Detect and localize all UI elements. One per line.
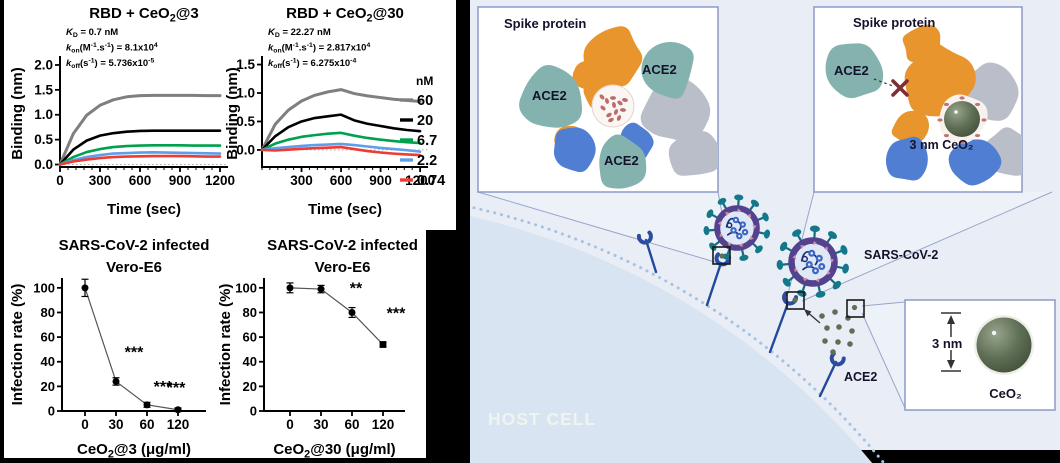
svg-text:120: 120 (372, 417, 395, 432)
spike-protein-label-right: Spike protein (853, 15, 936, 30)
svg-text:80: 80 (243, 305, 257, 320)
mechanism-diagram-art (470, 0, 1060, 463)
ace2-label-3: ACE2 (604, 153, 639, 168)
svg-text:Binding (nm): Binding (nm) (9, 67, 26, 159)
svg-text:nM: nM (416, 74, 433, 88)
svg-text:0: 0 (81, 417, 89, 432)
svg-text:1.5: 1.5 (236, 57, 255, 72)
svg-text:**: ** (350, 280, 363, 297)
svg-text:20: 20 (243, 379, 257, 394)
svg-text:1.5: 1.5 (34, 82, 53, 97)
svg-text:Time (sec): Time (sec) (107, 201, 181, 218)
svg-text:60: 60 (243, 330, 257, 345)
svg-text:300: 300 (89, 173, 112, 188)
svg-text:Binding (nm): Binding (nm) (224, 67, 241, 159)
svg-text:koff(s-1) = 5.736x10-5: koff(s-1) = 5.736x10-5 (66, 57, 154, 70)
svg-text:60: 60 (344, 417, 359, 432)
svg-text:SARS-CoV-2 infected: SARS-CoV-2 infected (59, 237, 210, 254)
svg-text:300: 300 (290, 173, 313, 188)
svg-text:***: *** (387, 306, 406, 323)
svg-text:20: 20 (41, 379, 55, 394)
svg-text:1200: 1200 (205, 173, 235, 188)
ace2-label-blocked: ACE2 (834, 63, 869, 78)
svg-text:CeO2@30 (μg/ml): CeO2@30 (μg/ml) (273, 441, 395, 460)
svg-text:SARS-CoV-2 infected: SARS-CoV-2 infected (267, 237, 418, 254)
chart-rbd-ceo2at30: 0.0 0.5 1.0 1.5 300 600 900 1200 RBD + CeO2@30 KD… (224, 5, 445, 218)
svg-text:0.74: 0.74 (417, 173, 445, 189)
svg-text:120: 120 (167, 417, 190, 432)
svg-text:600: 600 (330, 173, 353, 188)
svg-text:0.0: 0.0 (34, 157, 53, 172)
svg-text:0: 0 (286, 417, 294, 432)
ace2-receptor-label: ACE2 (844, 370, 878, 384)
ceo2-3nm-label: 3 nm CeO₂ (909, 138, 974, 152)
svg-text:600: 600 (129, 173, 152, 188)
svg-text:40: 40 (41, 354, 55, 369)
svg-text:60: 60 (41, 330, 55, 345)
sars-cov-2-label: SARS-CoV-2 (864, 248, 939, 262)
svg-text:40: 40 (243, 354, 257, 369)
svg-text:0: 0 (56, 173, 64, 188)
svg-text:60: 60 (139, 417, 154, 432)
svg-text:2.2: 2.2 (417, 153, 437, 169)
svg-text:1.0: 1.0 (34, 107, 53, 122)
svg-text:koff(s-1) = 6.275x10-4: koff(s-1) = 6.275x10-4 (268, 57, 356, 70)
svg-text:kon(M-1.s-1) = 8.1x104: kon(M-1.s-1) = 8.1x104 (66, 42, 158, 55)
infection-charts-panel (4, 230, 426, 458)
svg-text:RBD + CeO2@30: RBD + CeO2@30 (286, 5, 404, 24)
svg-text:6.7: 6.7 (417, 133, 437, 149)
svg-text:1.0: 1.0 (236, 86, 255, 101)
svg-text:900: 900 (169, 173, 192, 188)
svg-text:30: 30 (313, 417, 328, 432)
host-cell-label: HOST CELL (488, 409, 597, 429)
svg-text:60: 60 (417, 93, 433, 109)
svg-text:Vero-E6: Vero-E6 (315, 259, 371, 276)
svg-text:30: 30 (108, 417, 123, 432)
spike-protein-label-left: Spike protein (504, 16, 587, 31)
ceo2-particle-label: CeO₂ (989, 386, 1022, 401)
svg-text:100: 100 (235, 280, 257, 295)
svg-text:Vero-E6: Vero-E6 (106, 259, 162, 276)
svg-text:***: *** (154, 379, 173, 396)
ace2-label-1: ACE2 (532, 88, 567, 103)
mechanism-diagram: Spike protein ACE2 ACE2 ACE2 Spike prote… (470, 0, 1060, 463)
svg-text:CeO2@3 (μg/ml): CeO2@3 (μg/ml) (77, 441, 191, 460)
svg-text:Infection rate (%): Infection rate (%) (9, 284, 26, 406)
svg-text:100: 100 (33, 280, 55, 295)
svg-text:2.0: 2.0 (34, 57, 53, 72)
svg-text:Infection rate (%): Infection rate (%) (217, 284, 234, 406)
svg-text:Time (sec): Time (sec) (308, 201, 382, 218)
svg-text:***: *** (125, 344, 144, 361)
ace2-label-2: ACE2 (642, 62, 677, 77)
svg-text:0: 0 (250, 404, 257, 419)
chart-rbd-ceo2at3: 0.0 0.5 1.0 1.5 2.0 0 300 600 900 1200 RBD + CeO2@… (9, 5, 235, 218)
ceo2-size-label: 3 nm (931, 336, 964, 351)
svg-text:900: 900 (369, 173, 392, 188)
svg-text:1200: 1200 (405, 173, 435, 188)
svg-text:0: 0 (48, 404, 55, 419)
svg-text:20: 20 (417, 113, 433, 129)
svg-text:kon(M-1.s-1) = 2.817x104: kon(M-1.s-1) = 2.817x104 (268, 42, 370, 55)
svg-text:RBD + CeO2@3: RBD + CeO2@3 (89, 5, 198, 24)
svg-text:0.5: 0.5 (34, 132, 53, 147)
svg-text:0.5: 0.5 (236, 114, 255, 129)
svg-text:80: 80 (41, 305, 55, 320)
svg-text:0.0: 0.0 (236, 142, 255, 157)
binding-charts-panel (4, 0, 456, 230)
svg-text:KD = 0.7 nM: KD = 0.7 nM (66, 27, 118, 39)
svg-text:KD = 22.27 nM: KD = 22.27 nM (268, 27, 331, 39)
svg-text:***: *** (167, 380, 186, 397)
